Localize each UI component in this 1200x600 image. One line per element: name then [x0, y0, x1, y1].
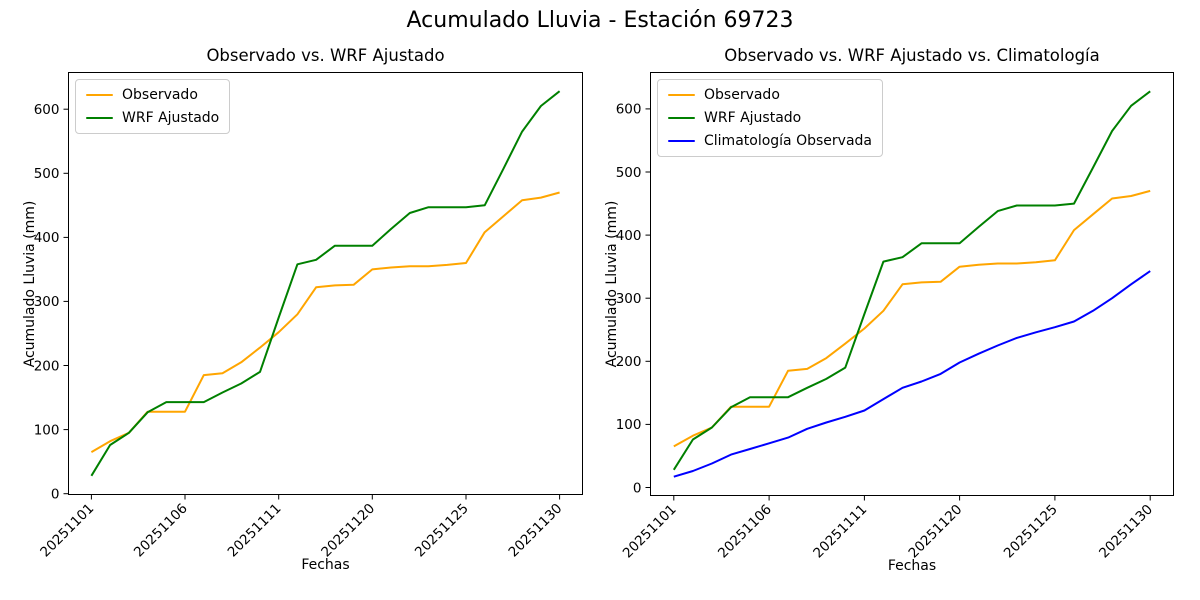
x-tick-label: 20251120: [318, 501, 378, 561]
series-line-observado: [673, 189, 1151, 448]
subplot-right-xlabel: Fechas: [887, 558, 937, 574]
x-tick-label: 20251120: [906, 502, 966, 562]
x-tick-label: 20251101: [37, 501, 97, 561]
legend-item: Observado: [668, 87, 872, 103]
x-tick-label: 20251125: [412, 501, 472, 561]
subplot-right: Observado vs. WRF Ajustado vs. Climatolo…: [604, 46, 1174, 574]
axes-frame: [650, 72, 1174, 496]
y-tick-label: 400: [616, 228, 642, 244]
legend-item: Climatología Observada: [668, 133, 872, 149]
legend-item: WRF Ajustado: [668, 110, 872, 126]
legend-line-swatch: [668, 139, 695, 143]
legend-label: Climatología Observada: [704, 133, 872, 149]
series-line-wrf-ajustado: [672, 90, 1151, 471]
y-tick-label: 400: [34, 230, 60, 246]
legend-item: Observado: [86, 87, 219, 103]
legend-line-swatch: [86, 116, 113, 120]
x-tick-label: 20251130: [506, 501, 566, 561]
y-tick-label: 300: [34, 294, 60, 310]
y-tick-label: 600: [616, 102, 642, 118]
y-tick-label: 200: [616, 354, 642, 370]
legend-label: Observado: [122, 87, 198, 103]
legend-line-swatch: [668, 116, 695, 120]
series-line-climatolog-a-observada: [673, 270, 1151, 478]
y-tick-label: 500: [616, 165, 642, 181]
subplot-left: Observado vs. WRF Ajustado Acumulado Llu…: [22, 46, 583, 573]
series-line-wrf-ajustado: [90, 90, 561, 477]
y-tick-label: 100: [34, 422, 60, 438]
axes-frame: [68, 72, 583, 495]
x-tick-label: 20251111: [810, 502, 870, 562]
legend-right: Observado WRF Ajustado Climatología Observ…: [657, 79, 883, 157]
x-tick-label: 20251106: [715, 502, 775, 562]
left-chart-plot-area: 0 100 200 300 400 500 600 20251101 20251106 20251…: [34, 72, 583, 560]
legend-left: Observado WRF Ajustado: [75, 79, 231, 134]
series-line-observado: [90, 191, 560, 453]
x-tick-label: 20251101: [620, 502, 680, 562]
subplot-right-ylabel: Acumulado Lluvia (mm): [604, 200, 620, 368]
subplot-left-ylabel: Acumulado Lluvia (mm): [22, 200, 38, 367]
y-tick-label: 0: [51, 487, 60, 503]
x-tick-label: 20251111: [225, 501, 285, 561]
legend-label: Observado: [704, 87, 780, 103]
y-tick-label: 200: [34, 358, 60, 374]
y-tick-label: 100: [616, 417, 642, 433]
legend-line-swatch: [668, 93, 695, 97]
legend-item: WRF Ajustado: [86, 110, 219, 126]
x-tick-label: 20251130: [1096, 502, 1156, 562]
legend-label: WRF Ajustado: [122, 110, 220, 126]
x-tick-label: 20251106: [131, 501, 191, 561]
subplot-left-title: Observado vs. WRF Ajustado: [206, 46, 445, 65]
y-tick-label: 600: [34, 102, 60, 118]
y-tick-label: 500: [34, 166, 60, 182]
legend-line-swatch: [86, 93, 113, 97]
figure-title: Acumulado Lluvia - Estación 69723: [406, 8, 794, 33]
legend-label: WRF Ajustado: [704, 110, 802, 126]
x-tick-label: 20251125: [1001, 502, 1061, 562]
subplot-right-title: Observado vs. WRF Ajustado vs. Climatolo…: [724, 46, 1100, 65]
subplot-left-xlabel: Fechas: [301, 557, 350, 573]
y-tick-label: 0: [633, 480, 642, 496]
y-tick-label: 300: [616, 291, 642, 307]
